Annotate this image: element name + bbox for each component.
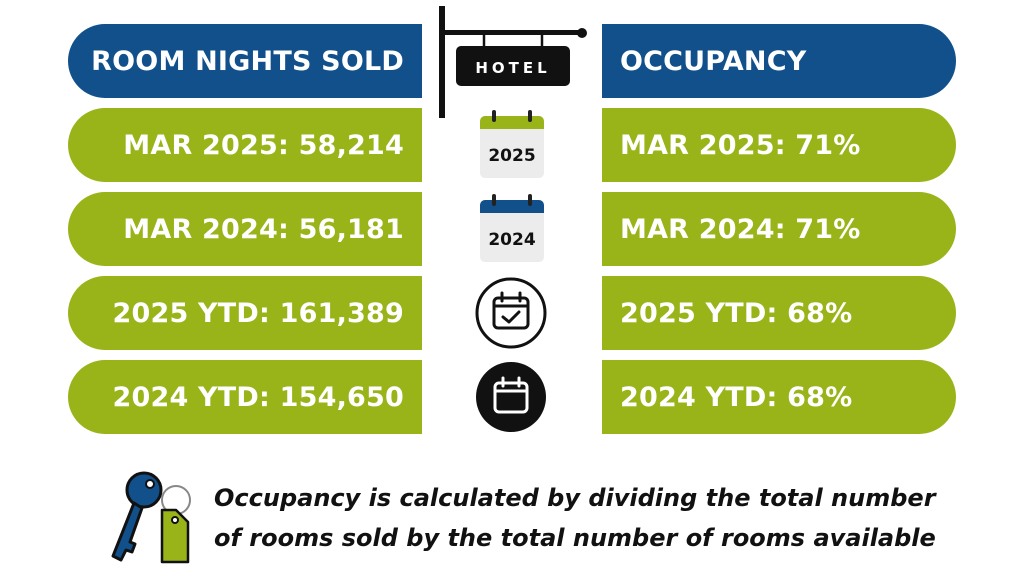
footnote-line-1: Occupancy is calculated by dividing the … (214, 484, 936, 512)
room-nights-value: 2025 YTD: 161,389 (112, 297, 404, 329)
occupancy-row-mar-2025: MAR 2025: 71% (598, 108, 956, 182)
occupancy-value: MAR 2025: 71% (620, 129, 861, 161)
header-room-nights-sold: ROOM NIGHTS SOLD (68, 24, 428, 98)
occupancy-value: 2024 YTD: 68% (620, 381, 853, 413)
room-nights-row-2025-ytd: 2025 YTD: 161,389 (68, 276, 428, 350)
room-nights-value: 2024 YTD: 154,650 (112, 381, 404, 413)
calendar-2024-label: 2024 (488, 230, 535, 250)
occupancy-footnote: Occupancy is calculated by dividing the … (214, 478, 974, 558)
header-right-title: OCCUPANCY (620, 45, 807, 77)
calendar-check-icon (475, 277, 547, 349)
calendar-filled-icon (476, 362, 546, 432)
room-nights-row-mar-2024: MAR 2024: 56,181 (68, 192, 428, 266)
occupancy-value: 2025 YTD: 68% (620, 297, 853, 329)
occupancy-row-2024-ytd: 2024 YTD: 68% (598, 360, 956, 434)
occupancy-row-2025-ytd: 2025 YTD: 68% (598, 276, 956, 350)
calendar-2025-label: 2025 (488, 146, 535, 166)
room-nights-value: MAR 2024: 56,181 (123, 213, 404, 245)
hotel-sign-icon: HOTEL (439, 6, 587, 118)
footnote-line-2: of rooms sold by the total number of roo… (214, 524, 936, 552)
room-key-icon (111, 471, 191, 564)
occupancy-value: MAR 2024: 71% (620, 213, 861, 245)
header-occupancy: OCCUPANCY (598, 24, 956, 98)
occupancy-row-mar-2024: MAR 2024: 71% (598, 192, 956, 266)
calendar-2025-icon: 2025 (480, 110, 544, 178)
room-nights-value: MAR 2025: 58,214 (123, 129, 404, 161)
room-nights-row-mar-2025: MAR 2025: 58,214 (68, 108, 428, 182)
header-left-title: ROOM NIGHTS SOLD (91, 45, 404, 77)
room-nights-row-2024-ytd: 2024 YTD: 154,650 (68, 360, 428, 434)
hotel-sign-text: HOTEL (475, 59, 550, 77)
calendar-2024-icon: 2024 (480, 194, 544, 262)
